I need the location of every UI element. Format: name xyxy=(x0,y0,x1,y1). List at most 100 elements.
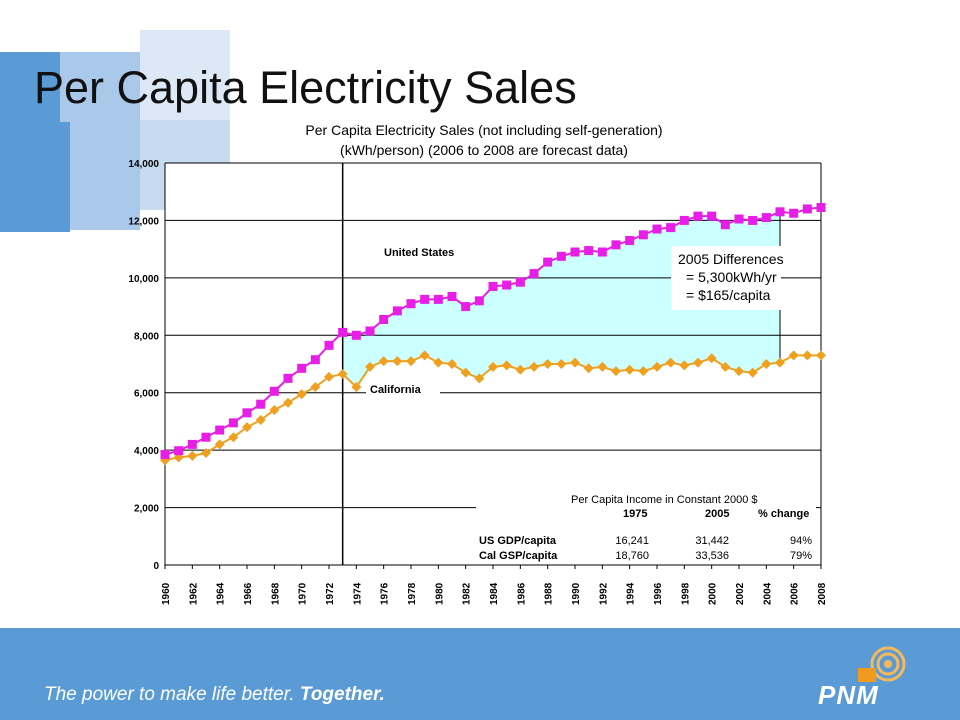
united-states-point xyxy=(611,240,621,250)
income-header-1975: 1975 xyxy=(623,508,647,520)
california-point xyxy=(433,357,444,368)
x-tick-label: 1986 xyxy=(516,582,527,605)
california-point xyxy=(583,363,594,374)
california-point xyxy=(501,360,512,371)
income-table: Per Capita Income in Constant 2000 $ 197… xyxy=(476,488,816,564)
united-states-point xyxy=(625,236,635,246)
united-states-point xyxy=(789,208,799,218)
pnm-sun-swirl-icon xyxy=(858,646,906,682)
x-tick-label: 1984 xyxy=(489,582,500,605)
united-states-point xyxy=(201,432,211,442)
california-point xyxy=(460,367,471,378)
x-tick-label: 2002 xyxy=(735,582,746,605)
united-states-point xyxy=(529,269,539,279)
united-states-point xyxy=(720,220,730,230)
x-tick-label: 1996 xyxy=(653,582,664,605)
x-tick-label: 1976 xyxy=(380,582,391,605)
california-point xyxy=(310,381,321,392)
y-tick-label: 14,000 xyxy=(128,159,159,170)
california-point xyxy=(775,357,785,368)
income-header-change: % change xyxy=(758,508,809,520)
united-states-point xyxy=(597,247,607,257)
income-row-us-1975: 16,241 xyxy=(615,535,649,547)
california-point xyxy=(365,361,375,372)
x-tick-label: 2008 xyxy=(817,582,828,605)
united-states-point xyxy=(433,294,443,304)
y-tick-label: 8,000 xyxy=(134,331,159,342)
california-point xyxy=(201,448,211,459)
y-tick-label: 6,000 xyxy=(134,389,159,400)
united-states-point xyxy=(802,204,812,214)
california-point xyxy=(611,366,621,377)
united-states-point xyxy=(488,281,498,291)
california-point xyxy=(570,357,580,368)
y-tick-label: 12,000 xyxy=(128,216,159,227)
california-point xyxy=(652,361,662,372)
united-states-point xyxy=(174,446,184,456)
united-states-point xyxy=(556,251,566,261)
california-point xyxy=(406,356,416,367)
united-states-point xyxy=(338,327,348,337)
united-states-point xyxy=(775,207,785,217)
california-point xyxy=(488,361,498,372)
united-states-point xyxy=(570,247,580,257)
x-tick-label: 2004 xyxy=(762,582,773,605)
california-point xyxy=(556,359,567,369)
x-tick-label: 1964 xyxy=(216,582,227,605)
california-point xyxy=(228,432,239,443)
united-states-point xyxy=(502,280,512,290)
united-states-point xyxy=(365,326,375,336)
x-tick-label: 1992 xyxy=(598,582,609,605)
tagline-together: Together. xyxy=(299,684,385,705)
income-row-ca-change: 79% xyxy=(790,550,812,562)
income-row-ca-label: Cal GSP/capita xyxy=(479,550,558,562)
united-states-point xyxy=(283,373,293,383)
united-states-point xyxy=(543,257,553,267)
united-states-point xyxy=(420,294,430,304)
united-states-point xyxy=(351,330,361,340)
united-states-point xyxy=(816,203,826,213)
united-states-point xyxy=(679,215,689,225)
united-states-point xyxy=(584,246,594,256)
united-states-point xyxy=(652,224,662,234)
california-point xyxy=(529,361,539,372)
california-point xyxy=(788,350,799,361)
income-row-us-label: US GDP/capita xyxy=(479,535,557,547)
united-states-point xyxy=(228,418,238,428)
california-point xyxy=(693,357,703,368)
united-states-point xyxy=(638,230,648,240)
series-label-us: United States xyxy=(384,247,454,259)
california-point xyxy=(665,357,676,368)
california-point xyxy=(542,359,553,369)
slide-title: Per Capita Electricity Sales xyxy=(34,62,577,113)
united-states-point xyxy=(242,408,252,418)
x-tick-label: 1974 xyxy=(352,582,363,605)
united-states-point xyxy=(474,296,484,306)
united-states-point xyxy=(748,215,758,225)
income-table-title: Per Capita Income in Constant 2000 $ xyxy=(571,494,758,506)
california-point xyxy=(747,367,758,378)
united-states-point xyxy=(734,214,744,224)
california-point xyxy=(337,369,348,380)
united-states-point xyxy=(461,302,471,312)
california-point xyxy=(214,439,225,450)
california-point xyxy=(392,356,403,367)
pnm-logo: PNM xyxy=(818,680,879,710)
united-states-point xyxy=(269,386,279,396)
california-point xyxy=(283,397,293,408)
california-point xyxy=(597,361,608,372)
decorative-stripe-1 xyxy=(0,52,70,232)
california-point xyxy=(624,364,635,375)
annotation-line1: 2005 Differences xyxy=(678,251,784,267)
income-row-ca-1975: 18,760 xyxy=(615,550,649,562)
united-states-point xyxy=(761,213,771,223)
tagline-main: The power to make life better. xyxy=(44,684,295,705)
california-point xyxy=(242,422,252,433)
tagline: The power to make life better. Together. xyxy=(44,684,385,706)
california-point xyxy=(255,414,266,425)
difference-shaded-area xyxy=(342,211,780,387)
chart: 0 2,000 4,000 6,000 8,000 10,000 12,000 14,000 1… xyxy=(128,122,828,605)
united-states-point xyxy=(693,211,703,221)
chart-title-line1: Per Capita Electricity Sales (not includ… xyxy=(305,122,662,138)
x-tick-label: 1970 xyxy=(298,582,309,605)
